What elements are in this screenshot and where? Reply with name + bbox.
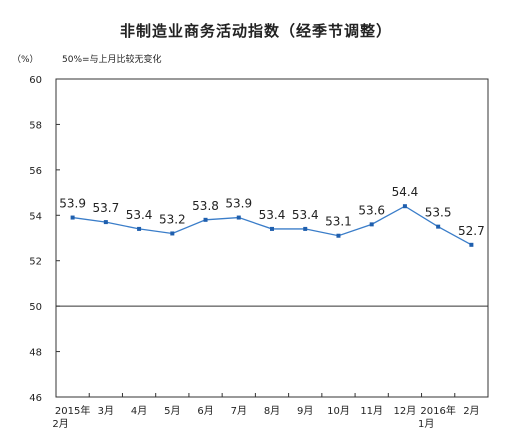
x-tick-label: 2月 [52,418,68,430]
data-label: 53.9 [59,197,86,211]
data-point [137,226,142,231]
x-tick-label: 3月 [98,405,114,417]
x-tick-label: 6月 [197,405,213,417]
data-label: 53.2 [159,212,186,226]
plot-frame [55,78,489,398]
x-tick-label: 2015年 [55,404,90,417]
y-tick-label: 60 [29,75,42,86]
y-tick-label: 54 [29,211,42,222]
data-label: 53.8 [192,199,219,213]
x-tick-label: 2016年 [420,404,455,417]
data-point [369,222,374,227]
data-point [469,242,474,247]
data-label: 53.9 [225,197,252,211]
x-tick-label: 4月 [131,405,147,417]
x-tick-label: 1月 [418,418,434,430]
data-point [103,220,108,225]
data-label: 53.4 [126,208,153,222]
y-tick-label: 56 [29,166,42,177]
x-tick-label: 10月 [327,405,350,417]
y-tick-label: 50 [29,302,42,313]
data-label: 53.4 [259,208,286,222]
data-label: 53.6 [358,203,385,217]
data-label: 53.7 [92,201,119,215]
x-tick-label: 9月 [297,405,313,417]
y-tick-label: 52 [29,257,42,268]
y-tick-label: 48 [29,348,42,359]
data-point [402,204,407,209]
data-point [303,226,308,231]
data-point [70,215,75,220]
y-tick-label: 46 [29,393,42,404]
x-tick-label: 2月 [463,405,479,417]
data-point [270,226,274,231]
data-point [203,217,208,222]
x-tick-label: 11月 [360,405,383,417]
y-unit-label: （%） [12,55,39,65]
data-point [436,224,441,229]
data-label: 54.4 [392,185,419,199]
data-label: 53.1 [325,215,352,229]
chart-note: 50%=与上月比较无变化 [62,55,162,65]
data-point [236,215,241,220]
x-tick-label: 8月 [264,405,280,417]
data-label: 53.4 [292,208,319,222]
chart-title: 非制造业商务活动指数（经季节调整） [119,22,392,40]
y-tick-label: 58 [29,120,42,131]
x-tick-label: 12月 [394,405,417,417]
data-label: 53.5 [425,206,452,220]
x-tick-label: 7月 [231,405,247,417]
data-label: 52.7 [458,224,485,238]
x-tick-label: 5月 [164,405,180,417]
data-point [336,233,341,238]
data-point [170,231,175,236]
